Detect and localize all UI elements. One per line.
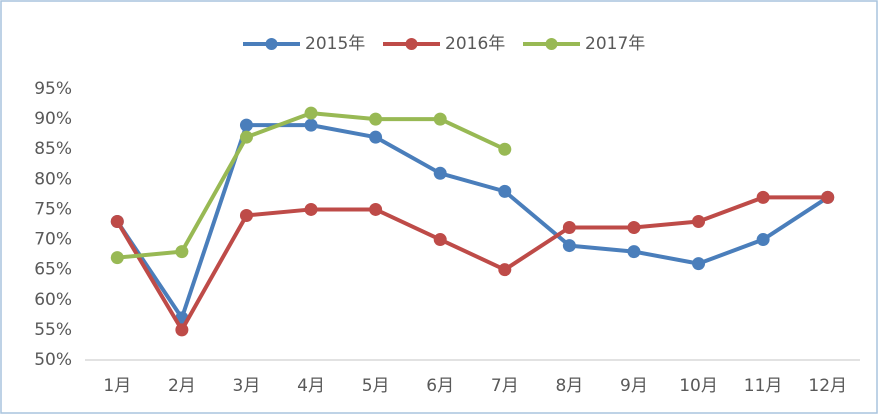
x-tick-label: 6月 bbox=[426, 376, 454, 396]
data-point bbox=[627, 245, 641, 259]
legend-label: 2017年 bbox=[585, 34, 645, 54]
y-tick-label: 95% bbox=[34, 79, 72, 99]
x-tick-label: 5月 bbox=[362, 376, 390, 396]
data-point bbox=[175, 323, 189, 337]
data-point bbox=[627, 221, 641, 235]
data-point bbox=[756, 233, 770, 247]
data-point bbox=[304, 202, 318, 216]
y-tick-label: 55% bbox=[34, 320, 72, 340]
data-point bbox=[433, 166, 447, 180]
data-point bbox=[239, 118, 253, 132]
x-tick-label: 9月 bbox=[620, 376, 648, 396]
data-point bbox=[562, 239, 576, 253]
legend-label: 2016年 bbox=[445, 34, 505, 54]
x-tick-label: 11月 bbox=[744, 376, 783, 396]
data-point bbox=[756, 190, 770, 204]
data-point bbox=[304, 106, 318, 120]
x-tick-label: 8月 bbox=[555, 376, 583, 396]
legend-marker bbox=[545, 38, 558, 50]
data-point bbox=[498, 184, 512, 198]
data-point bbox=[498, 263, 512, 277]
x-tick-label: 2月 bbox=[168, 376, 196, 396]
y-tick-label: 90% bbox=[34, 109, 72, 129]
y-tick-label: 65% bbox=[34, 260, 72, 280]
data-point bbox=[692, 257, 706, 271]
data-point bbox=[433, 233, 447, 247]
y-tick-label: 70% bbox=[34, 230, 72, 250]
data-point bbox=[498, 142, 512, 156]
y-tick-label: 50% bbox=[34, 350, 72, 370]
x-tick-label: 10月 bbox=[679, 376, 718, 396]
x-tick-label: 3月 bbox=[233, 376, 261, 396]
data-point bbox=[821, 190, 835, 204]
data-point bbox=[433, 112, 447, 126]
data-point bbox=[110, 214, 124, 228]
data-point bbox=[369, 130, 383, 144]
data-point bbox=[175, 245, 189, 259]
x-tick-label: 7月 bbox=[491, 376, 519, 396]
data-point bbox=[239, 208, 253, 222]
data-point bbox=[369, 112, 383, 126]
data-point bbox=[692, 214, 706, 228]
series-line bbox=[115, 195, 828, 332]
y-tick-label: 75% bbox=[34, 199, 72, 219]
y-tick-label: 80% bbox=[34, 169, 72, 189]
data-point bbox=[369, 202, 383, 216]
y-tick-label: 60% bbox=[34, 290, 72, 310]
data-point bbox=[304, 118, 318, 132]
data-point bbox=[110, 251, 124, 265]
legend-marker bbox=[405, 38, 418, 50]
legend-marker bbox=[265, 38, 278, 50]
data-point bbox=[562, 221, 576, 235]
data-point bbox=[239, 130, 253, 144]
x-tick-label: 4月 bbox=[297, 376, 325, 396]
y-tick-label: 85% bbox=[34, 139, 72, 159]
legend-label: 2015年 bbox=[305, 34, 365, 54]
x-tick-label: 12月 bbox=[808, 376, 847, 396]
x-tick-label: 1月 bbox=[103, 376, 131, 396]
